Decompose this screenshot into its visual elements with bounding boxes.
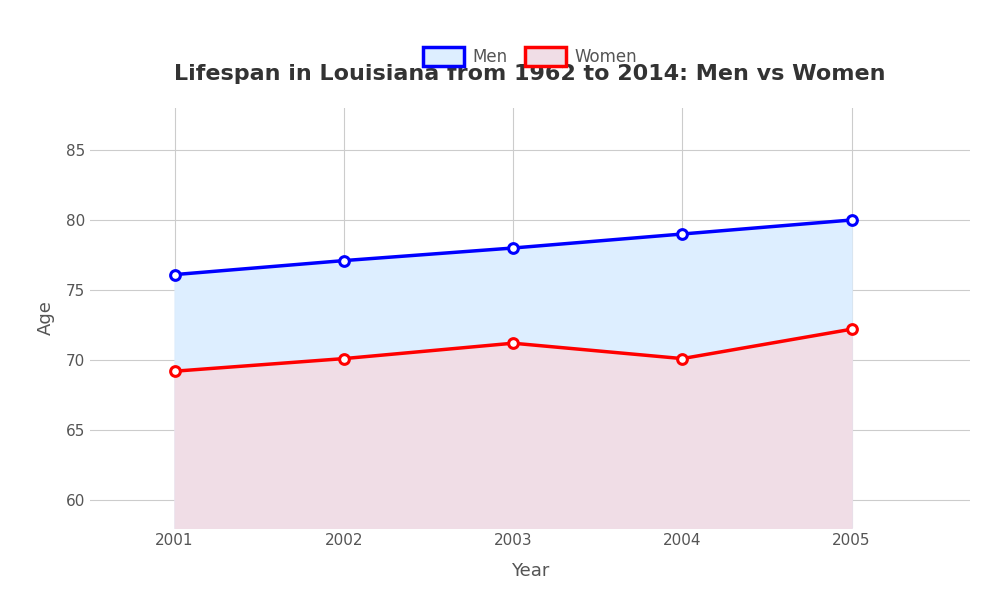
Title: Lifespan in Louisiana from 1962 to 2014: Men vs Women: Lifespan in Louisiana from 1962 to 2014:… <box>174 64 886 84</box>
X-axis label: Year: Year <box>511 562 549 580</box>
Y-axis label: Age: Age <box>37 301 55 335</box>
Legend: Men, Women: Men, Women <box>416 41 644 73</box>
